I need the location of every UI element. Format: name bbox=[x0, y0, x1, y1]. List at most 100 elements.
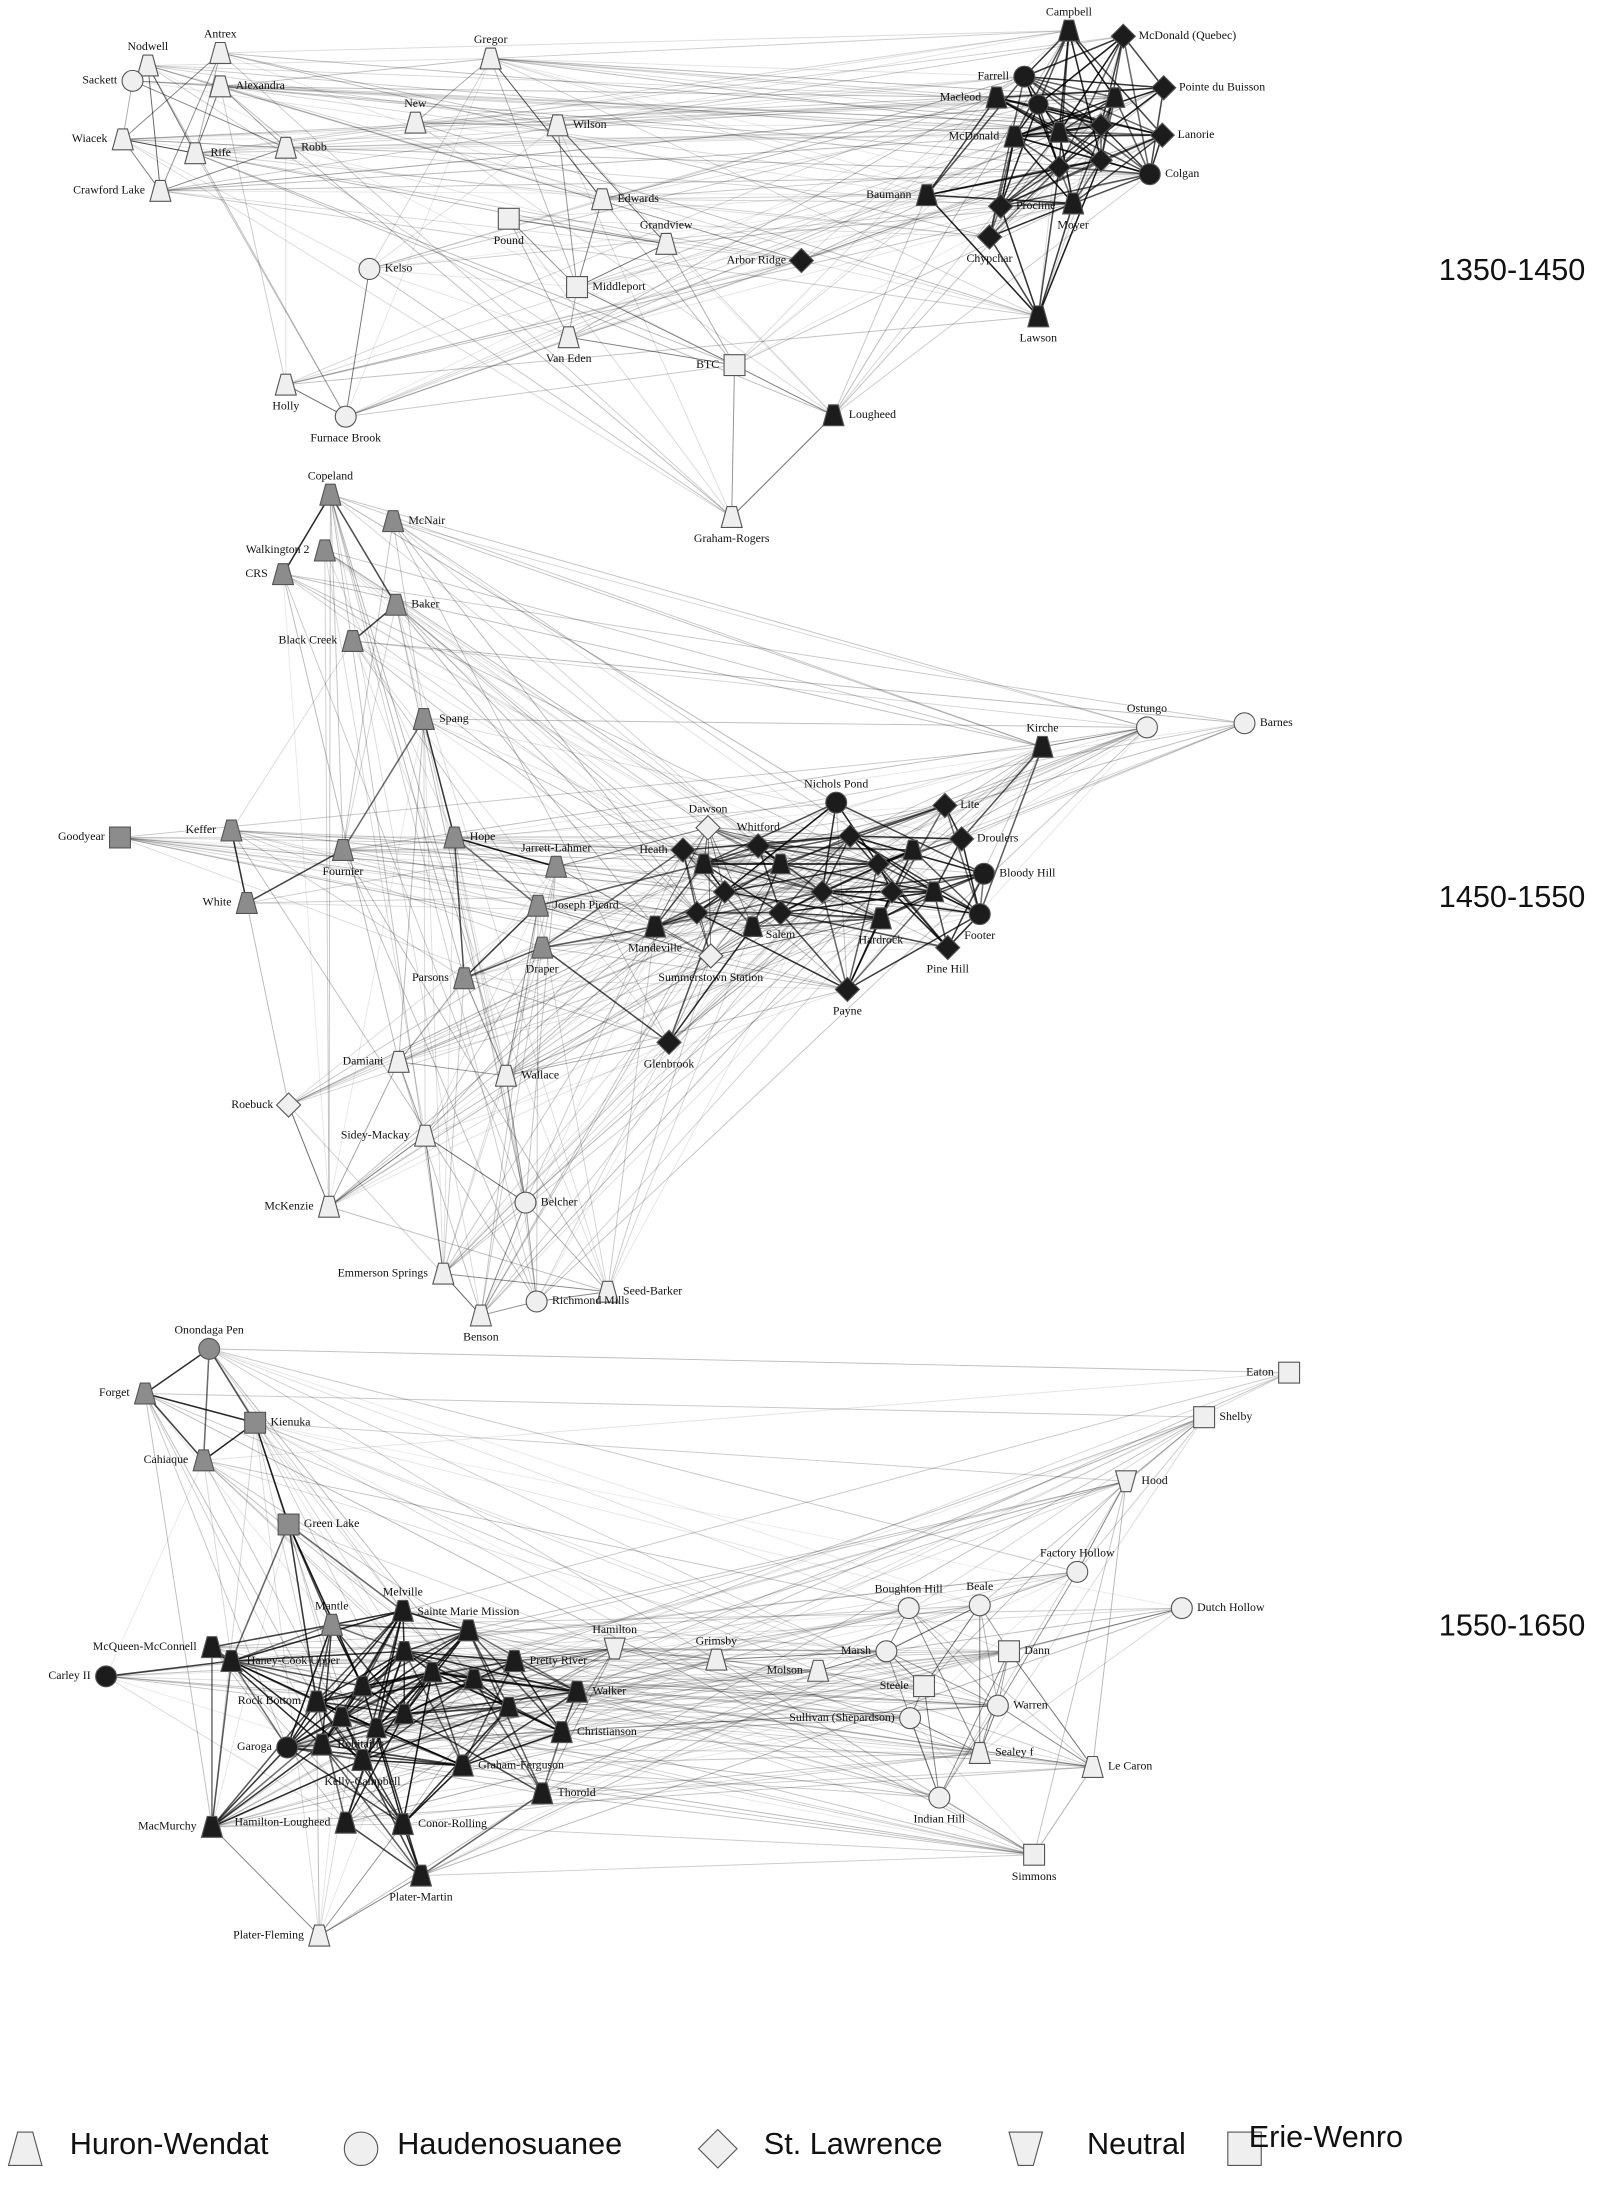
edge bbox=[285, 147, 1001, 207]
edge bbox=[1125, 1416, 1205, 1482]
edge bbox=[1076, 1481, 1127, 1573]
edge bbox=[404, 1690, 578, 1715]
edge bbox=[525, 849, 684, 1203]
edge bbox=[208, 1348, 405, 1652]
edge bbox=[542, 1685, 925, 1794]
edge bbox=[220, 30, 1069, 54]
edge bbox=[119, 837, 948, 949]
edge bbox=[230, 1660, 288, 1748]
edge bbox=[208, 1348, 256, 1424]
edge bbox=[376, 1727, 940, 1799]
edge bbox=[442, 1075, 507, 1274]
edge bbox=[708, 827, 851, 837]
edge bbox=[999, 104, 1040, 207]
edge bbox=[424, 1135, 444, 1274]
edge bbox=[211, 1746, 288, 1828]
node bbox=[271, 563, 295, 586]
node-label: McKenzie bbox=[264, 1198, 313, 1212]
edge bbox=[468, 1480, 1127, 1631]
edge bbox=[119, 837, 656, 928]
edge bbox=[734, 136, 1015, 366]
node bbox=[695, 814, 721, 841]
edge bbox=[505, 917, 882, 1077]
edge bbox=[404, 1713, 1035, 1856]
node bbox=[1149, 122, 1176, 148]
edge bbox=[707, 827, 754, 927]
node-label: McNair bbox=[408, 513, 445, 527]
node bbox=[209, 41, 232, 64]
edge bbox=[846, 863, 879, 990]
edge bbox=[514, 1660, 911, 1719]
edge bbox=[345, 1648, 615, 1824]
node-label: Goodyear bbox=[58, 829, 105, 843]
edge bbox=[345, 134, 1163, 418]
edge bbox=[849, 746, 1043, 837]
edge bbox=[324, 550, 426, 1136]
node-label: Boughton Hill bbox=[875, 1582, 944, 1596]
edge bbox=[716, 1659, 980, 1754]
edge bbox=[505, 905, 539, 1076]
edge bbox=[147, 65, 161, 191]
nodes: 1350-1450 Nodwell Antrex Sackett Alexandra Wi… bbox=[48, 4, 1585, 1947]
node bbox=[1170, 1597, 1193, 1620]
edge bbox=[490, 58, 1039, 105]
node bbox=[1135, 716, 1158, 739]
node-label: Sidey-Mackay bbox=[341, 1127, 410, 1141]
edge bbox=[203, 1460, 510, 1708]
edge bbox=[536, 1042, 670, 1302]
node-label: Furnace Brook bbox=[310, 431, 381, 445]
edge bbox=[780, 911, 948, 949]
node bbox=[111, 128, 134, 151]
edge bbox=[908, 1607, 981, 1754]
node-label: Christianson bbox=[577, 1724, 637, 1738]
edge bbox=[160, 147, 286, 192]
edge bbox=[801, 260, 1039, 317]
node bbox=[121, 69, 144, 92]
edge bbox=[345, 194, 927, 418]
edge bbox=[1037, 159, 1102, 317]
edge bbox=[424, 988, 848, 1137]
edge bbox=[328, 926, 753, 1208]
edge bbox=[537, 863, 705, 907]
edge bbox=[877, 722, 1245, 865]
edge bbox=[352, 640, 609, 1292]
edge bbox=[454, 722, 1245, 838]
edge bbox=[821, 891, 849, 990]
edge bbox=[817, 1416, 1205, 1672]
edge bbox=[369, 125, 558, 270]
edge bbox=[144, 1393, 317, 1702]
edge bbox=[576, 199, 603, 288]
edge bbox=[369, 268, 569, 338]
node-label: Holly bbox=[272, 399, 299, 413]
edge bbox=[220, 85, 1102, 161]
edge bbox=[886, 1650, 999, 1707]
node bbox=[384, 593, 408, 616]
node-label: Fournier bbox=[323, 864, 364, 878]
node-label: Van Eden bbox=[546, 351, 592, 365]
edge bbox=[345, 131, 1060, 418]
edge bbox=[850, 722, 1245, 837]
edge bbox=[211, 1731, 562, 1828]
edge bbox=[779, 835, 851, 914]
edge bbox=[555, 866, 753, 928]
node-label: White bbox=[203, 895, 232, 909]
edge bbox=[505, 726, 1148, 1077]
edge bbox=[287, 1650, 1010, 1748]
edge bbox=[505, 1075, 538, 1302]
edge bbox=[208, 1348, 404, 1612]
edge bbox=[254, 1422, 320, 1936]
edge bbox=[331, 1624, 405, 1653]
node bbox=[1047, 155, 1072, 180]
edge bbox=[211, 1716, 343, 1828]
edge bbox=[362, 1706, 510, 1761]
edge bbox=[231, 830, 465, 979]
node-label: Colgan bbox=[1165, 166, 1199, 180]
edge bbox=[731, 414, 834, 518]
edge bbox=[321, 1691, 578, 1746]
node-label: Beale bbox=[966, 1579, 993, 1593]
node bbox=[684, 900, 709, 925]
edge bbox=[654, 863, 705, 928]
edge bbox=[1037, 167, 1060, 317]
node-label: Mantle bbox=[315, 1598, 349, 1612]
edge bbox=[473, 1648, 615, 1680]
